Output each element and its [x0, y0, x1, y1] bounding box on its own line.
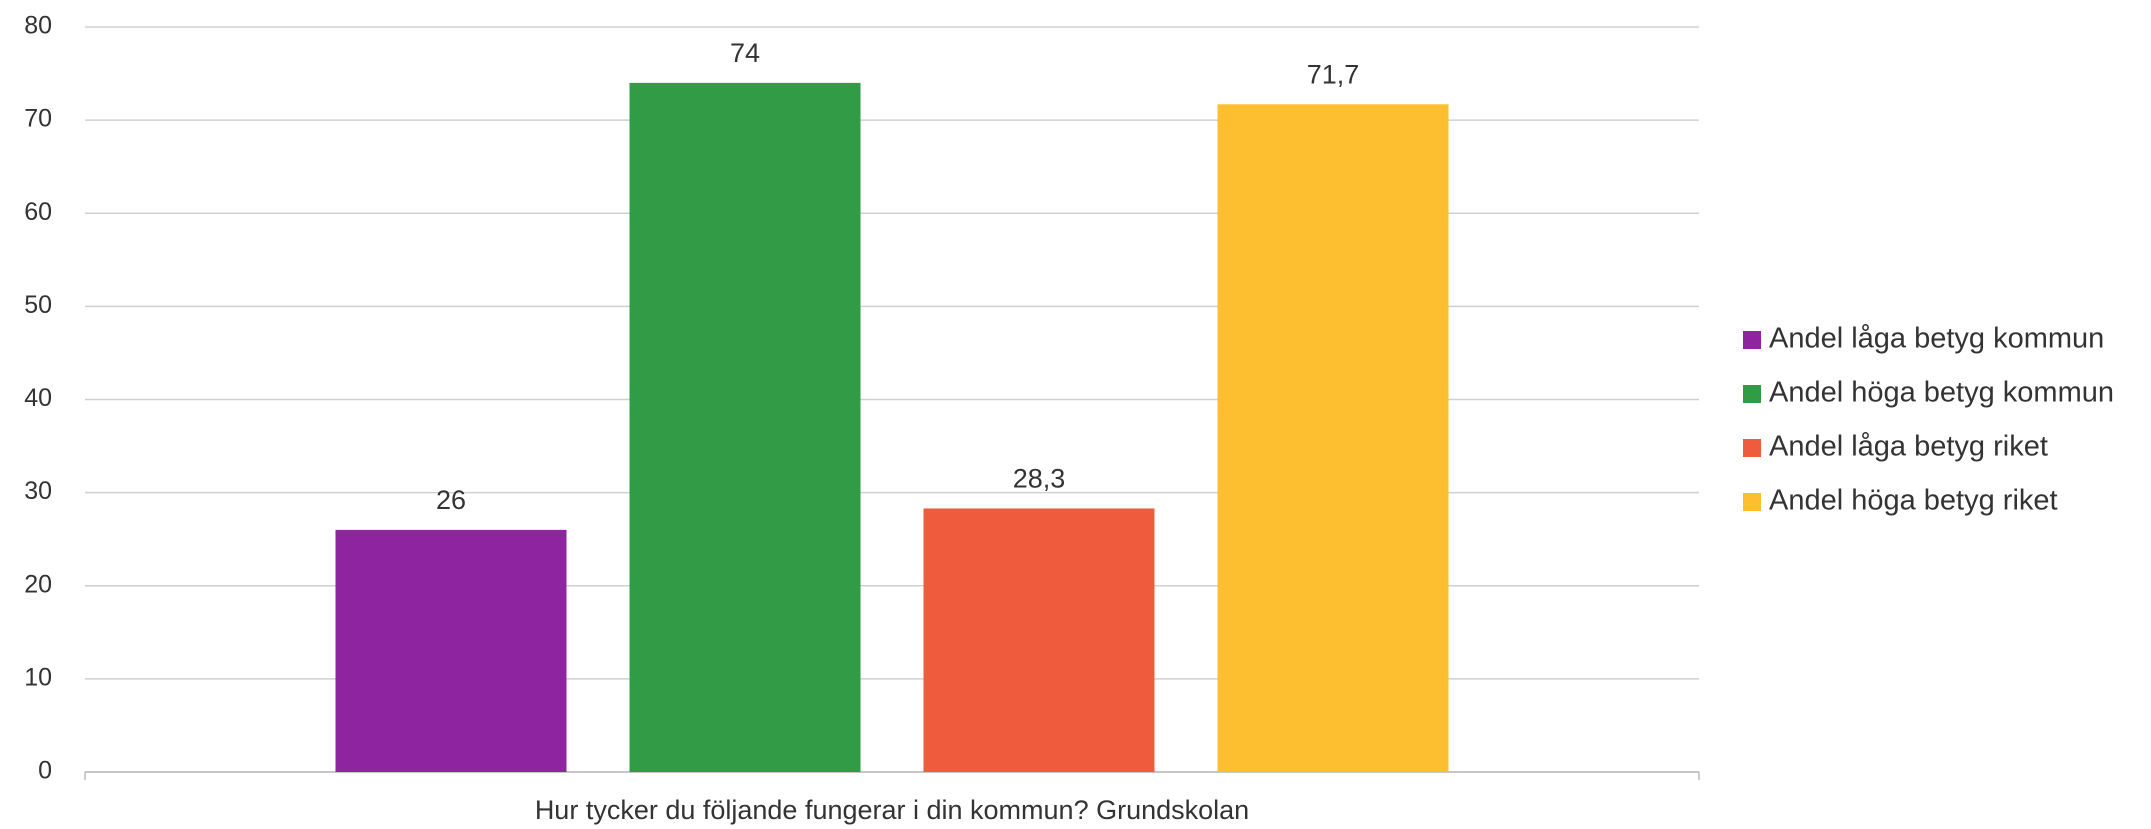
legend-swatch: [1743, 331, 1761, 349]
bar: [1217, 104, 1449, 772]
y-tick-label: 0: [38, 757, 52, 785]
y-tick-label: 10: [24, 663, 52, 691]
legend-swatch: [1743, 439, 1761, 457]
bar: [923, 508, 1155, 772]
y-tick-label: 40: [24, 384, 52, 412]
y-tick-label: 80: [24, 12, 52, 40]
data-label: 74: [730, 38, 760, 68]
x-tick-label: Hur tycker du följande fungerar i din ko…: [535, 795, 1249, 825]
bar: [629, 82, 861, 772]
data-label: 26: [436, 485, 466, 515]
y-tick-label: 50: [24, 291, 52, 319]
data-label: 28,3: [1013, 464, 1066, 494]
y-tick-label: 60: [24, 198, 52, 226]
legend-label: Andel höga betyg riket: [1769, 485, 2058, 517]
legend-label: Andel låga betyg kommun: [1769, 323, 2104, 355]
legend-swatch: [1743, 493, 1761, 511]
y-tick-label: 30: [24, 477, 52, 505]
bar: [335, 529, 567, 772]
legend-swatch: [1743, 385, 1761, 403]
legend-label: Andel låga betyg riket: [1769, 431, 2048, 463]
y-tick-label: 20: [24, 570, 52, 598]
data-label: 71,7: [1307, 59, 1360, 89]
legend-label: Andel höga betyg kommun: [1769, 377, 2114, 409]
y-tick-label: 70: [24, 105, 52, 133]
